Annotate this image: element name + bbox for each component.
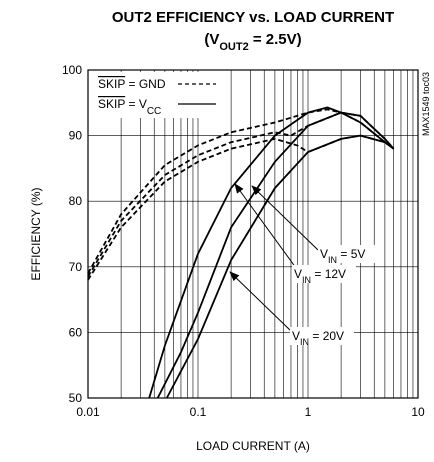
text-part: = 12V — [311, 267, 346, 281]
y-tick-label: 70 — [69, 260, 83, 274]
curve — [156, 111, 395, 399]
y-tick-label: 60 — [69, 325, 83, 339]
text-part: CC — [147, 106, 161, 117]
curve — [148, 106, 395, 399]
curve — [166, 134, 395, 399]
text-part: SKIP — [98, 97, 125, 111]
plot-frame — [87, 69, 419, 399]
x-axis-label: LOAD CURRENT (A) — [196, 439, 310, 453]
annotation: VIN = 5V — [320, 247, 365, 265]
x-tick-label: 0.1 — [190, 405, 207, 419]
text-part: = 2.5V) — [249, 31, 302, 48]
text-part: = 20V — [309, 329, 344, 343]
y-tick-label: 50 — [69, 391, 83, 405]
text-part: IN — [328, 255, 337, 265]
y-tick-label: 90 — [69, 129, 83, 143]
text-part: IN — [300, 337, 309, 347]
chart-title: OUT2 EFFICIENCY vs. LOAD CURRENT — [112, 9, 394, 26]
text-part: = GND — [125, 77, 166, 91]
x-tick-label: 1 — [305, 405, 312, 419]
chart-subtitle: (VOUT2 = 2.5V) — [204, 31, 301, 53]
y-axis-label: EFFICIENCY (%) — [29, 187, 43, 280]
side-note: MAX1549 toc03 — [421, 72, 431, 136]
text-part: = 5V — [337, 247, 365, 261]
legend-label: SKIP = VCC — [98, 97, 161, 117]
legend-label: SKIP = GND — [98, 77, 166, 91]
legend-box — [94, 72, 222, 118]
text-part: V — [294, 267, 302, 281]
annotation-arrow — [234, 183, 297, 269]
y-tick-label: 80 — [69, 194, 83, 208]
text-part: V — [292, 329, 300, 343]
x-tick-label: 0.01 — [76, 405, 100, 419]
y-tick-label: 100 — [62, 63, 82, 77]
annotation: VIN = 12V — [294, 267, 346, 285]
annotation: VIN = 20V — [292, 329, 344, 347]
curve — [87, 134, 395, 281]
text-part: (V — [204, 31, 219, 48]
text-part: SKIP — [98, 77, 125, 91]
annotation-arrow — [229, 271, 293, 333]
x-tick-label: 10 — [411, 405, 425, 419]
text-part: V — [320, 247, 328, 261]
annotation-bg — [318, 245, 382, 263]
annotation-bg — [292, 265, 356, 283]
text-part: = V — [125, 97, 147, 111]
annotation-arrow — [251, 185, 319, 251]
annotation-bg — [290, 327, 354, 345]
text-part: OUT2 — [219, 41, 248, 53]
text-part: IN — [302, 275, 311, 285]
